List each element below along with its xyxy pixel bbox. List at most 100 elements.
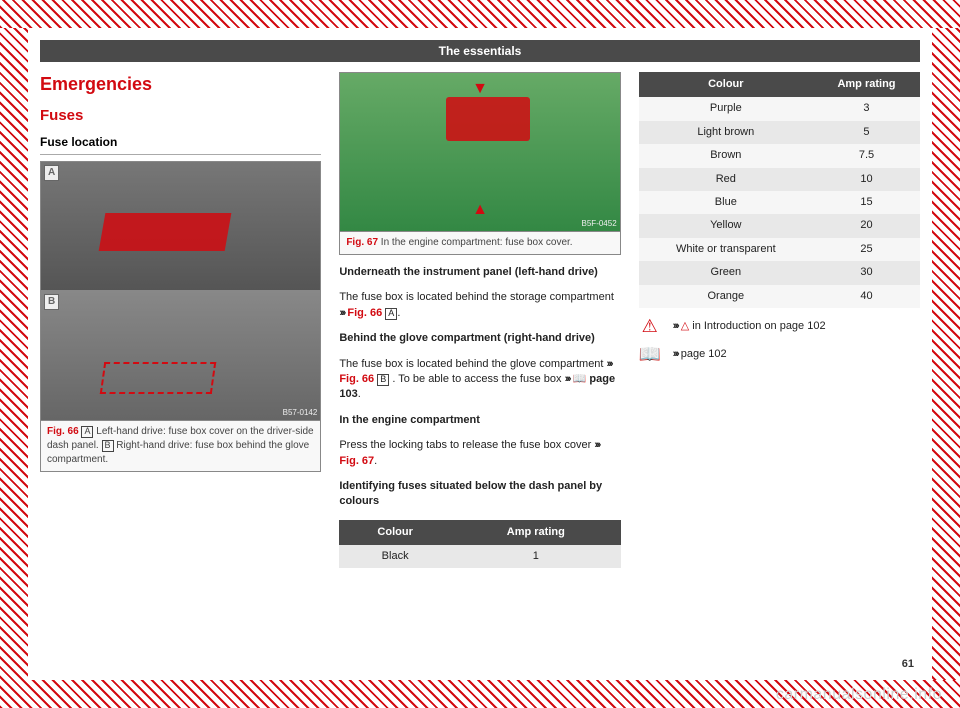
cell-amp: 3 [813,97,920,120]
behind-glove-text-1: The fuse box is located behind the glove… [339,358,606,370]
warning-reference: ⚠ ››› △ in Introduction on page 102 [639,316,920,338]
manual-reference: 📖 ››› page 102 [639,344,920,366]
engine-fig-ref: Fig. 67 [339,455,374,467]
cell-colour: Purple [639,97,813,120]
chevron-icon-5: ››› [673,320,678,332]
section-header: The essentials [40,40,920,62]
figure-67-imgcode: B5F-0452 [582,218,617,229]
cell-colour: Light brown [639,121,813,144]
cell-colour: Orange [639,285,813,308]
page-number: 61 [902,658,914,670]
cell-colour: Green [639,261,813,284]
engine-text: Press the locking tabs to release the fu… [339,438,620,469]
figure-67-caption: Fig. 67 In the engine compartment: fuse … [339,232,620,255]
page-border-left [0,0,28,708]
cell-colour: Black [339,545,451,568]
table-row: Purple3 [639,97,920,120]
chevron-icon-4: ››› [594,439,599,451]
chevron-icon: ››› [339,307,344,319]
figure-67: ▼ ▲ B5F-0452 [339,72,620,232]
fuse-cover-highlight-b [100,362,216,394]
page-border-right [932,0,960,708]
under-panel-title: Underneath the instrument panel (left-ha… [339,265,620,280]
cell-amp: 7.5 [813,144,920,167]
figure-66-a-label: A [44,165,59,181]
chevron-icon-2: ››› [607,358,612,370]
cell-colour: Brown [639,144,813,167]
figure-66-caption: Fig. 66 A Left-hand drive: fuse box cove… [40,421,321,472]
chevron-icon-3: ››› [565,373,570,385]
manual-text: page 102 [681,348,727,360]
page-content: The essentials Emergencies Fuses Fuse lo… [40,40,920,668]
cell-colour: Red [639,168,813,191]
table-row: Brown7.5 [639,144,920,167]
table-header-row: Colour Amp rating [339,520,620,545]
cell-amp: 25 [813,238,920,261]
columns-wrapper: Emergencies Fuses Fuse location A B B57-… [40,72,920,668]
figure-67-number: Fig. 67 [346,237,378,248]
table-header-amp: Amp rating [813,72,920,97]
cell-colour: White or transparent [639,238,813,261]
column-1: Emergencies Fuses Fuse location A B B57-… [40,72,321,668]
table-row: Black 1 [339,545,620,568]
engine-text-1: Press the locking tabs to release the fu… [339,439,594,451]
watermark: carmanualsonline.info [776,686,942,704]
heading-fuses: Fuses [40,105,321,126]
arrow-up-icon: ▲ [472,199,488,221]
warning-ref-text: ››› △ in Introduction on page 102 [673,319,826,334]
table-header-row: Colour Amp rating [639,72,920,97]
cell-amp: 20 [813,214,920,237]
chevron-icon-6: ››› [673,348,678,360]
cell-colour: Blue [639,191,813,214]
cell-colour: Yellow [639,214,813,237]
under-panel-text-1: The fuse box is located behind the stora… [339,291,614,303]
badge-a-ref: A [385,308,397,320]
table-row: Orange40 [639,285,920,308]
under-panel-fig-ref: Fig. 66 [347,307,382,319]
behind-glove-fig-ref: Fig. 66 [339,373,374,385]
engine-title: In the engine compartment [339,413,620,428]
figure-66-number: Fig. 66 [47,426,79,437]
identify-title: Identifying fuses situated below the das… [339,479,620,510]
table-header-colour: Colour [639,72,813,97]
heading-emergencies: Emergencies [40,72,321,97]
figure-66-b: B B57-0142 [40,291,321,421]
arrow-down-icon: ▼ [472,78,488,100]
table-row: White or transparent25 [639,238,920,261]
warning-triangle-icon: △ [681,320,689,332]
table-header-colour: Colour [339,520,451,545]
fuse-box-highlight [446,97,530,141]
table-row: Green30 [639,261,920,284]
table-row: Yellow20 [639,214,920,237]
figure-66-imgcode: B57-0142 [283,407,318,418]
warning-icon: ⚠ [639,316,661,338]
cell-amp: 15 [813,191,920,214]
column-2: ▼ ▲ B5F-0452 Fig. 67 In the engine compa… [339,72,620,668]
table-header-amp: Amp rating [451,520,621,545]
heading-fuse-location: Fuse location [40,134,321,155]
cell-amp: 10 [813,168,920,191]
behind-glove-text: The fuse box is located behind the glove… [339,357,620,403]
badge-a: A [81,426,93,438]
table-row: Light brown5 [639,121,920,144]
figure-67-caption-text: In the engine compartment: fuse box cove… [381,237,573,248]
figure-66-a: A [40,161,321,291]
behind-glove-title: Behind the glove compartment (right-hand… [339,331,620,346]
figure-66-b-label: B [44,294,59,310]
page-border-top [0,0,960,28]
amp-table-part1: Colour Amp rating Black 1 [339,520,620,569]
behind-glove-text-2: . To be able to access the fuse box [392,373,564,385]
cell-amp: 30 [813,261,920,284]
badge-b-ref: B [377,374,389,386]
fuse-cover-highlight-a [99,213,231,251]
book-open-icon: 📖 [639,344,661,366]
manual-ref-text: ››› page 102 [673,347,727,362]
table-row: Red10 [639,168,920,191]
book-icon: 📖 [573,373,587,385]
table-row: Blue15 [639,191,920,214]
under-panel-text: The fuse box is located behind the stora… [339,290,620,321]
column-3: Colour Amp rating Purple3 Light brown5 B… [639,72,920,668]
cell-amp: 40 [813,285,920,308]
cell-amp: 1 [451,545,621,568]
warning-text: in Introduction on page 102 [692,320,825,332]
